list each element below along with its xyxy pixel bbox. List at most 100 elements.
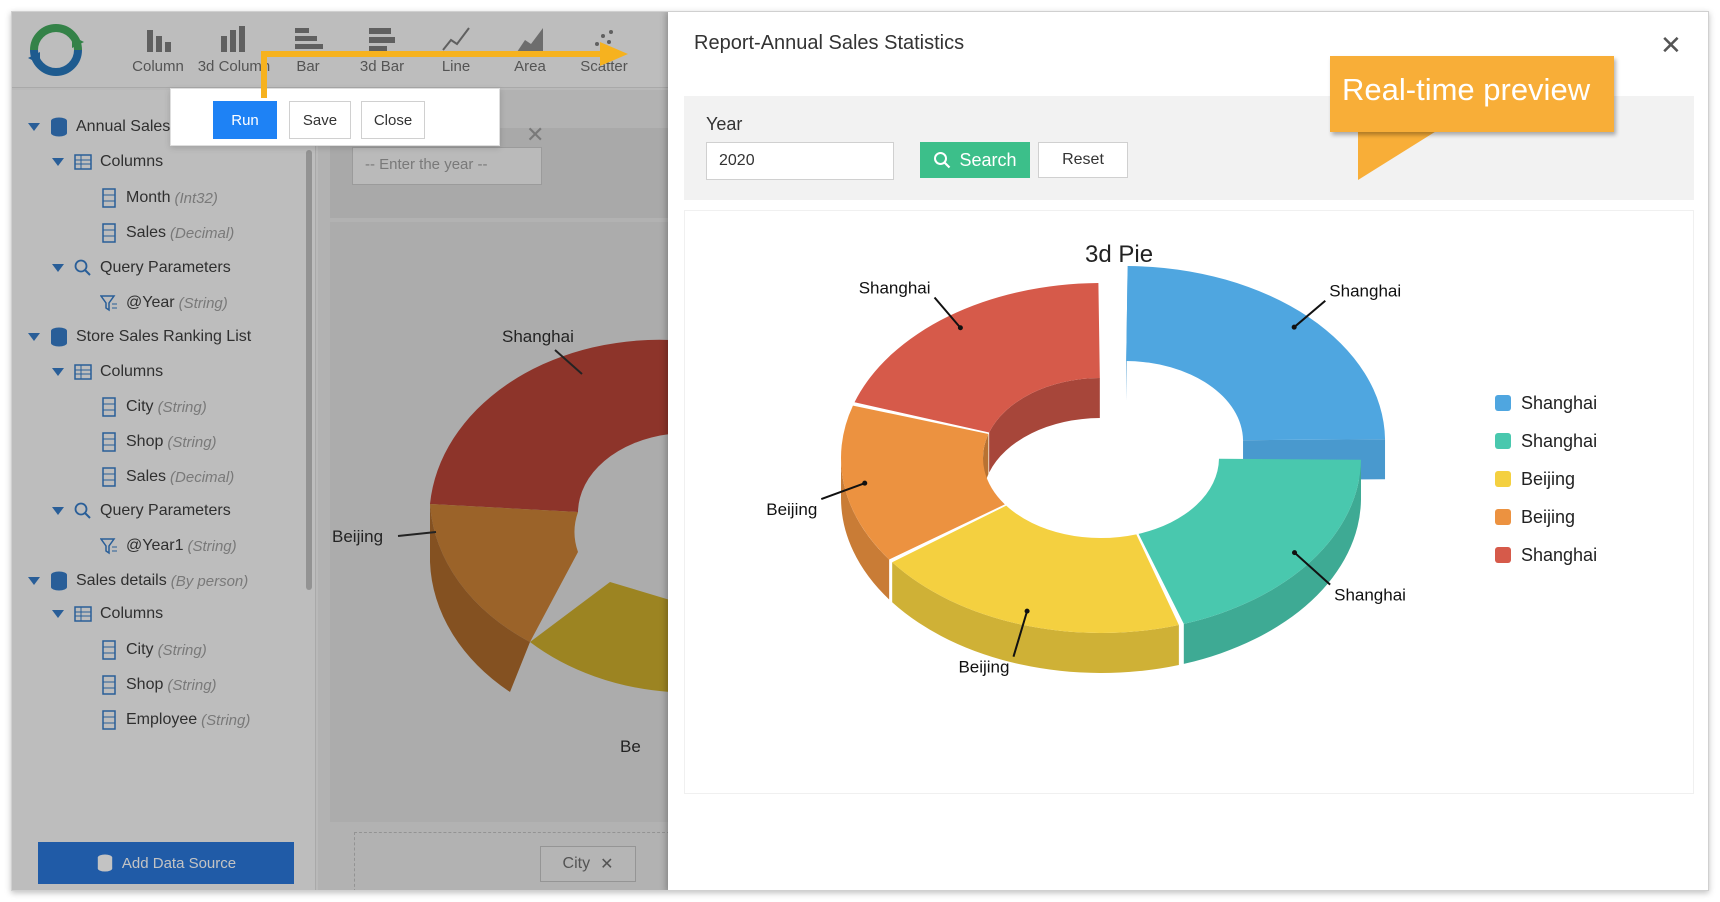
tree-field-city[interactable]: City (String) <box>100 392 207 422</box>
save-button[interactable]: Save <box>289 101 351 139</box>
column-tool[interactable]: Column <box>120 20 196 84</box>
tree-node-sales-details[interactable]: Sales details (By person) <box>28 566 248 596</box>
chart-toolbar: Column 3d Column Bar 3d Bar Line Area <box>12 12 672 88</box>
search-icon <box>934 152 951 169</box>
area-tool[interactable]: Area <box>492 20 568 84</box>
slice-top-3[interactable] <box>841 405 1005 560</box>
expand-caret-icon[interactable] <box>28 123 40 131</box>
legend-label: Shanghai <box>1521 392 1598 413</box>
scatter-tool-label: Scatter <box>580 58 628 75</box>
tree-node-columns[interactable]: Columns <box>52 147 163 177</box>
filter-icon <box>100 295 117 312</box>
dialog-title: Report-Annual Sales Statistics <box>694 32 965 54</box>
close-button[interactable]: Close <box>361 101 425 139</box>
report-designer: Column 3d Column Bar 3d Bar Line Area <box>12 12 672 890</box>
tree-node-store-sales[interactable]: Store Sales Ranking List <box>28 322 251 352</box>
design-slice <box>430 504 578 642</box>
app-window: Column 3d Column Bar 3d Bar Line Area <box>11 11 1709 891</box>
tree-field-month[interactable]: Month (Int32) <box>100 183 218 213</box>
expand-caret-icon[interactable] <box>52 264 64 272</box>
tree-label: Annual Sales <box>76 118 171 135</box>
legend-item-1[interactable]: Shanghai <box>1495 429 1597 453</box>
close-icon[interactable]: ✕ <box>600 856 614 873</box>
tree-node-columns[interactable]: Columns <box>52 599 163 629</box>
design-label-beijing: Beijing <box>332 527 383 546</box>
tree-label: Query Parameters <box>100 259 231 276</box>
database-icon <box>51 327 67 347</box>
legend-item-4[interactable]: Shanghai <box>1495 543 1597 567</box>
expand-caret-icon[interactable] <box>28 577 40 585</box>
expand-caret-icon[interactable] <box>28 333 40 341</box>
tree-param-year1[interactable]: @Year1 (String) <box>100 531 237 561</box>
tree-node-annual-sales[interactable]: Annual Sales <box>28 112 170 142</box>
tree-label: Month <box>126 189 171 206</box>
pie-chart: Shanghai Shanghai Beijing Beijing Shanghai <box>766 266 1406 677</box>
table-icon <box>74 154 92 170</box>
design-label-be: Be <box>620 737 641 756</box>
tree-type: (String) <box>187 537 237 555</box>
search-button[interactable]: Search <box>920 142 1030 178</box>
design-slice <box>430 339 670 512</box>
close-icon[interactable]: ✕ <box>526 122 545 147</box>
bar-tool[interactable]: Bar <box>270 20 346 84</box>
action-popover: Run Save Close <box>170 88 500 146</box>
tree-label: Sales details <box>76 572 167 589</box>
slice-top-0[interactable] <box>1126 266 1386 441</box>
tree-label: City <box>126 398 154 415</box>
reset-button[interactable]: Reset <box>1038 142 1128 178</box>
year-label: Year <box>706 114 743 134</box>
legend-label: Beijing <box>1521 468 1576 489</box>
tree-param-year[interactable]: @Year (String) <box>100 288 228 318</box>
leader-line-2 <box>1012 610 1029 657</box>
close-icon[interactable]: ✕ <box>1660 30 1682 60</box>
tree-field-sales[interactable]: Sales (Decimal) <box>100 218 234 248</box>
leader-dot-0 <box>1291 324 1297 330</box>
design-slice <box>530 582 670 692</box>
expand-caret-icon[interactable] <box>52 368 64 376</box>
slice-top-4[interactable] <box>854 283 1100 433</box>
tree-field-city[interactable]: City (String) <box>100 635 207 665</box>
line-tool[interactable]: Line <box>418 20 494 84</box>
field-icon <box>102 640 116 660</box>
expand-caret-icon[interactable] <box>52 507 64 515</box>
design-year-input[interactable]: -- Enter the year -- <box>352 147 542 185</box>
tree-label: City <box>126 641 154 658</box>
tree-node-query-parameters[interactable]: Query Parameters <box>52 496 231 526</box>
tree-field-shop[interactable]: Shop (String) <box>100 427 217 457</box>
tree-node-columns[interactable]: Columns <box>52 357 163 387</box>
tree-field-employee[interactable]: Employee (String) <box>100 705 250 735</box>
search-icon <box>74 502 91 519</box>
legend-item-0[interactable]: Shanghai <box>1495 391 1597 415</box>
search-label: Search <box>959 149 1017 170</box>
slice-label-1: Shanghai <box>1334 586 1406 605</box>
tree-type: (By person) <box>170 572 249 590</box>
tree-field-sales[interactable]: Sales (Decimal) <box>100 462 234 492</box>
run-button[interactable]: Run <box>213 101 277 139</box>
3d-bar-tool[interactable]: 3d Bar <box>344 20 420 84</box>
3d-column-tool[interactable]: 3d Column <box>196 20 272 84</box>
expand-caret-icon[interactable] <box>52 158 64 166</box>
expand-caret-icon[interactable] <box>52 610 64 618</box>
scatter-tool[interactable]: Scatter <box>566 20 642 84</box>
tree-node-query-parameters[interactable]: Query Parameters <box>52 253 231 283</box>
tree-label: Query Parameters <box>100 502 231 519</box>
slice-top-1[interactable] <box>1138 458 1361 624</box>
realtime-preview-callout: Real-time preview <box>1330 56 1614 132</box>
tree-field-shop[interactable]: Shop (String) <box>100 670 217 700</box>
slice-inner-4 <box>989 378 1100 473</box>
tree-type: (String) <box>167 433 217 451</box>
city-field-tag[interactable]: City ✕ <box>540 846 636 882</box>
legend-item-2[interactable]: Beijing <box>1495 467 1575 491</box>
year-input[interactable]: 2020 <box>706 142 894 180</box>
bar-tool-label: Bar <box>296 58 320 75</box>
design-leader-line <box>554 349 583 375</box>
slice-side-1 <box>1183 459 1361 664</box>
design-slice <box>430 504 530 692</box>
tree-scrollbar[interactable] <box>306 150 312 590</box>
add-data-source-button[interactable]: Add Data Source <box>38 842 294 884</box>
legend-item-3[interactable]: Beijing <box>1495 505 1575 529</box>
field-icon <box>102 710 116 730</box>
tree-type: (String) <box>157 641 207 659</box>
legend-label: Beijing <box>1521 506 1576 527</box>
slice-top-2[interactable] <box>892 505 1179 633</box>
